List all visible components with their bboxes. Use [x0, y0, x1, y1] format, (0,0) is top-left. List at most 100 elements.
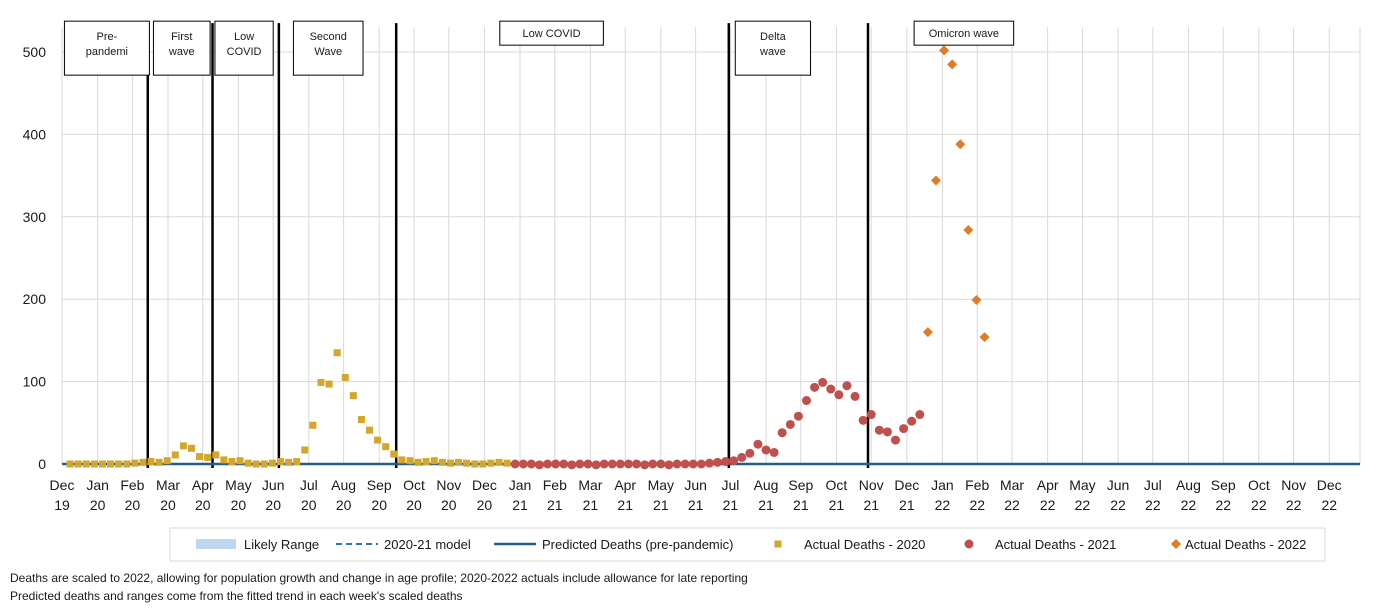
x-tick-year: 22	[1075, 497, 1091, 513]
x-tick-year: 22	[1286, 497, 1302, 513]
point-actual-2021	[688, 459, 698, 469]
phase-box-frame	[152, 20, 211, 76]
point-actual-2020	[196, 453, 204, 461]
point-actual-2020	[382, 443, 390, 451]
point-actual-2020	[268, 459, 276, 467]
x-tick-year: 22	[1110, 497, 1126, 513]
point-actual-2020	[455, 458, 463, 466]
point-actual-2020	[82, 460, 90, 468]
x-tick-year: 20	[231, 497, 247, 513]
point-actual-2020	[66, 460, 74, 468]
point-actual-2020	[366, 426, 374, 434]
y-tick-label: 400	[23, 126, 47, 142]
phase-labels: Pre-pandemi First wave Low COVID Second Wave Lo…	[63, 20, 1015, 76]
point-actual-2020	[236, 457, 244, 465]
phase-label-text: wave	[759, 46, 786, 58]
point-actual-2021	[785, 419, 795, 429]
point-actual-2020	[260, 460, 268, 468]
x-tick-month: Oct	[403, 477, 425, 493]
point-actual-2021	[640, 460, 650, 470]
data-series	[62, 45, 1360, 470]
x-tick-year: 22	[1251, 497, 1267, 513]
x-tick-month: May	[225, 477, 251, 493]
x-axis-ticks: Dec 19 Jan 20 Feb 20 Mar 20 Apr 20 May 20 Jun 20 Jul 20…	[50, 477, 1342, 513]
point-actual-2021	[696, 459, 706, 469]
x-tick-year: 20	[477, 497, 493, 513]
x-tick-month: Aug	[1176, 477, 1201, 493]
point-actual-2020	[430, 457, 438, 465]
x-tick-year: 20	[195, 497, 211, 513]
point-actual-2021	[753, 439, 763, 449]
phase-box-frame	[292, 20, 364, 76]
point-actual-2021	[891, 435, 901, 445]
point-actual-2021	[866, 410, 876, 420]
x-tick-year: 21	[617, 497, 633, 513]
point-actual-2022	[947, 59, 958, 70]
point-actual-2021	[599, 459, 609, 469]
y-axis-ticks: 0 100 200 300 400 500	[23, 44, 47, 472]
footnote-scaling: Deaths are scaled to 2022, allowing for …	[10, 571, 748, 585]
phase-label-text: First	[171, 31, 192, 43]
point-actual-2021	[567, 460, 577, 470]
point-actual-2020	[422, 458, 430, 466]
point-actual-2021	[583, 459, 593, 469]
x-tick-month: Mar	[1000, 477, 1024, 493]
y-tick-label: 300	[23, 209, 47, 225]
phase-label-text: pandemi	[86, 46, 128, 58]
y-tick-label: 200	[23, 291, 47, 307]
point-actual-2020	[123, 460, 131, 468]
phase-box: Low COVID	[499, 20, 604, 46]
x-tick-year: 22	[1004, 497, 1020, 513]
point-actual-2020	[74, 460, 82, 468]
point-actual-2021	[575, 459, 585, 469]
point-actual-2021	[672, 459, 682, 469]
x-tick-year: 21	[653, 497, 669, 513]
x-tick-month: Feb	[543, 477, 567, 493]
point-actual-2020	[98, 460, 106, 468]
point-actual-2020	[163, 457, 171, 465]
point-actual-2020	[495, 458, 503, 466]
point-actual-2020	[463, 459, 471, 467]
point-actual-2021	[680, 459, 690, 469]
point-actual-2021	[704, 458, 714, 468]
point-actual-2020	[301, 446, 309, 454]
x-tick-month: Sep	[367, 477, 392, 493]
x-tick-year: 20	[301, 497, 317, 513]
phase-box-frame	[913, 20, 1015, 46]
point-actual-2020	[374, 436, 382, 444]
point-actual-2020	[503, 459, 511, 467]
point-actual-2021	[810, 382, 820, 392]
x-tick-month: Mar	[578, 477, 602, 493]
legend-frame	[169, 527, 1326, 562]
x-tick-year: 21	[793, 497, 809, 513]
point-actual-2021	[907, 416, 917, 426]
phase-label-text: Low	[234, 31, 254, 43]
x-tick-year: 20	[371, 497, 387, 513]
phase-label-text: Delta	[760, 31, 787, 43]
x-tick-year: 22	[1181, 497, 1197, 513]
x-tick-year: 21	[899, 497, 915, 513]
point-actual-2020	[179, 442, 187, 450]
phase-label-text: Pre-	[97, 31, 118, 43]
phase-box: Second Wave	[292, 20, 364, 76]
x-tick-year: 20	[160, 497, 176, 513]
phase-box: Low COVID	[214, 20, 274, 76]
x-tick-month: Nov	[1281, 477, 1306, 493]
x-tick-year: 22	[969, 497, 985, 513]
point-actual-2021	[826, 384, 836, 394]
phase-label-text: Second	[310, 31, 347, 43]
phase-label-text: Wave	[314, 46, 342, 58]
x-tick-month: Nov	[859, 477, 884, 493]
x-tick-month: Jun	[262, 477, 285, 493]
x-tick-month: Jun	[684, 477, 707, 493]
phase-box-frame	[63, 20, 150, 76]
point-actual-2021	[526, 459, 536, 469]
phase-box-frame	[214, 20, 274, 76]
phase-lines	[146, 23, 870, 468]
x-tick-month: Oct	[1248, 477, 1270, 493]
legend-label: Actual Deaths - 2022	[1185, 537, 1306, 552]
point-actual-2020	[333, 349, 341, 357]
point-actual-2021	[834, 390, 844, 400]
point-actual-2020	[276, 458, 284, 466]
point-actual-2021	[850, 391, 860, 401]
